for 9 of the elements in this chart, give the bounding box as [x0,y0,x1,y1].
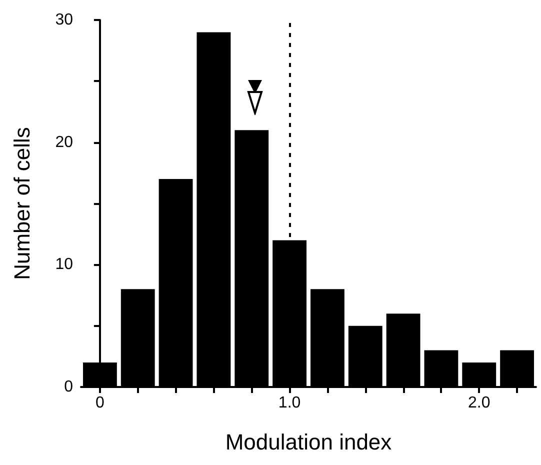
x-axis-title: Modulation index [225,430,392,454]
y-tick-label: 0 [64,378,74,396]
y-tick-label: 20 [55,134,74,151]
x-tick-label: 0 [96,394,105,412]
x-tick-label: 1.0 [278,394,301,412]
y-tick-label: 30 [55,12,74,28]
x-tick-label: 2.0 [468,394,490,412]
y-tick-label: 10 [55,256,74,274]
y-axis-title: Number of cells [10,127,34,280]
